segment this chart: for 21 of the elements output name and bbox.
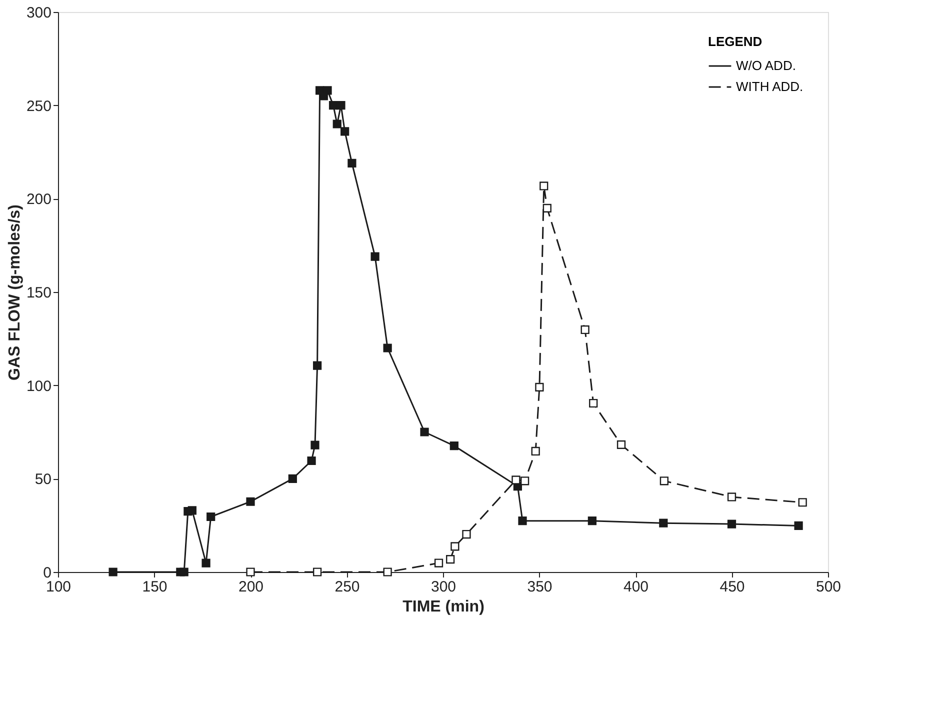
y-axis-title: GAS FLOW (g-moles/s) <box>6 204 24 380</box>
x-tick-label: 400 <box>623 578 649 596</box>
legend-label: W/O ADD. <box>736 58 796 73</box>
x-tick-label: 250 <box>334 578 360 596</box>
x-tick-label: 300 <box>430 578 456 596</box>
y-tick-label: 150 <box>26 284 52 302</box>
x-tick-label: 150 <box>142 578 168 596</box>
y-tick-label: 200 <box>26 191 52 208</box>
x-tick-label: 100 <box>46 578 72 596</box>
x-tick-label: 500 <box>816 578 842 596</box>
x-axis-title: TIME (min) <box>402 598 484 616</box>
x-tick-label: 450 <box>720 578 745 596</box>
y-tick-label: 100 <box>26 378 52 395</box>
x-tick-label: 350 <box>527 578 552 596</box>
legend-title: LEGEND <box>708 34 762 49</box>
y-tick-label: 50 <box>34 471 52 488</box>
y-tick-label: 250 <box>26 98 52 115</box>
y-tick-label: 300 <box>26 4 52 22</box>
legend-label: WITH ADD. <box>736 79 804 94</box>
y-tick-label: 0 <box>43 564 52 582</box>
x-tick-label: 200 <box>238 578 264 596</box>
